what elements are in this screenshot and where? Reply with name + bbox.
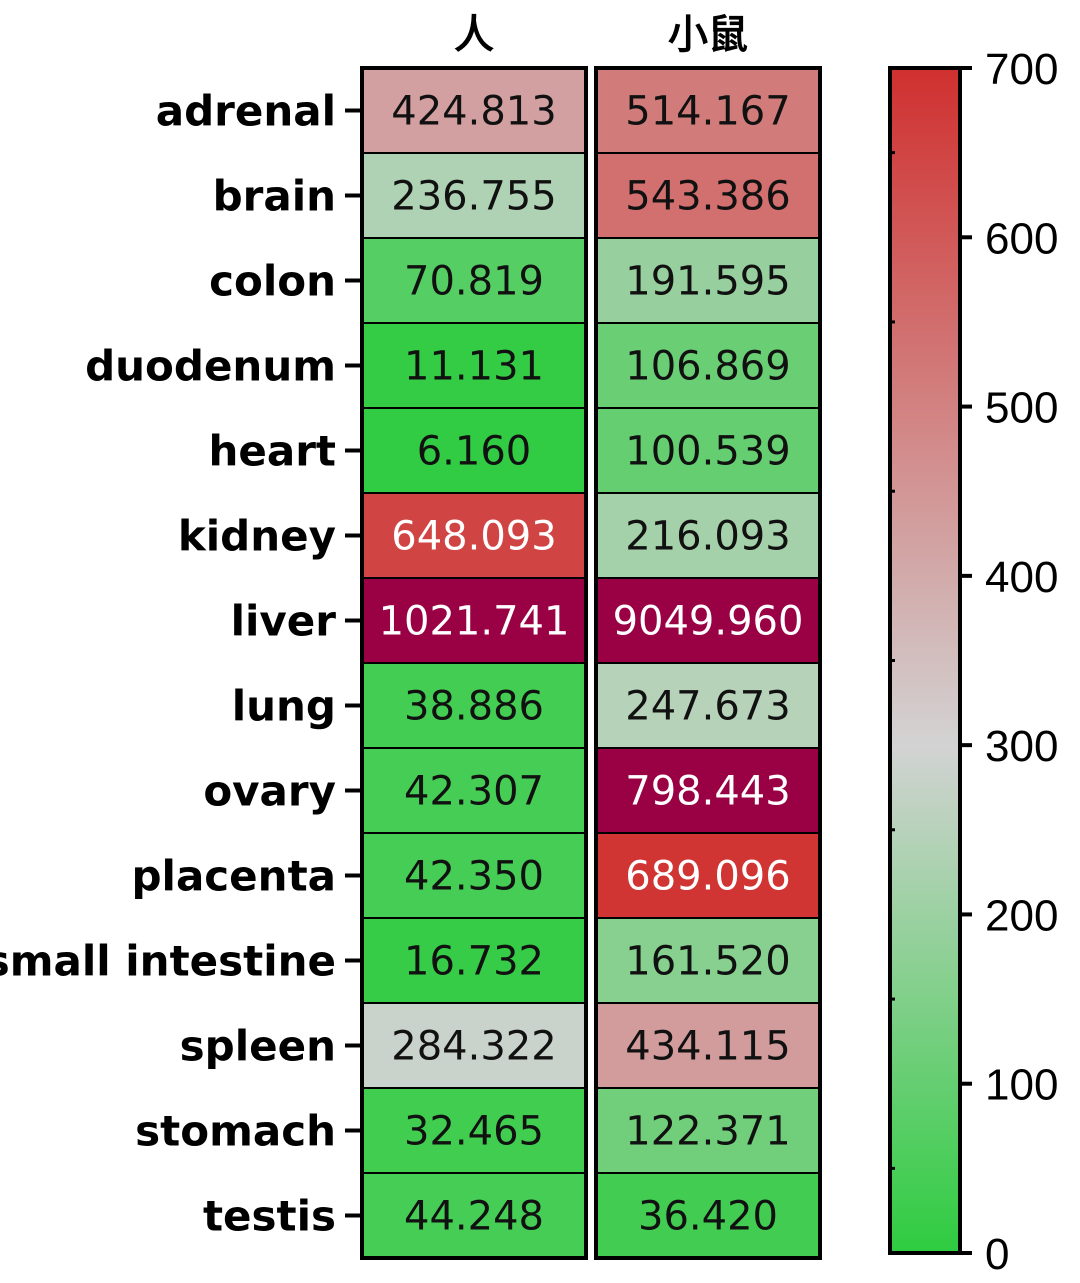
row-label: colon xyxy=(209,257,336,306)
column-frame xyxy=(360,66,588,1260)
cell-value-label: 42.307 xyxy=(404,769,544,815)
colorbar-gradient xyxy=(888,66,962,1255)
heatmap-cells: 424.813 514.167 236.755 543.386 70.819 191.59… xyxy=(362,67,820,1259)
cell-value-label: 236.755 xyxy=(391,174,556,220)
cell-value-label: 16.732 xyxy=(404,939,544,985)
cell-value-label: 798.443 xyxy=(625,769,790,815)
colorbar-tick-label: 0 xyxy=(985,1230,1009,1279)
heatmap-cell xyxy=(362,152,586,239)
cell-value-label: 648.093 xyxy=(391,514,556,560)
cell-value-label: 1021.741 xyxy=(379,599,570,645)
row-label: kidney xyxy=(178,512,336,561)
cell-value-label: 689.096 xyxy=(625,854,790,900)
cell-value-label: 122.371 xyxy=(625,1109,790,1155)
cell-value-label: 543.386 xyxy=(625,174,790,220)
colorbar-tick-label: 600 xyxy=(985,214,1058,263)
heatmap-cell xyxy=(596,1002,820,1089)
colorbar-tick-label: 300 xyxy=(985,722,1058,771)
heatmap-frames xyxy=(360,66,822,1260)
cell-value-label: 44.248 xyxy=(404,1194,544,1240)
cell-value-label: 161.520 xyxy=(625,939,790,985)
cell-value-label: 9049.960 xyxy=(613,599,804,645)
heatmap-cell xyxy=(362,1087,586,1174)
heatmap-cell xyxy=(596,917,820,1004)
cell-value-label: 70.819 xyxy=(404,259,544,305)
colorbar-tick-label: 500 xyxy=(985,384,1058,433)
row-label: testis xyxy=(203,1192,336,1241)
cell-value-label: 216.093 xyxy=(625,514,790,560)
column-label: 人 xyxy=(454,12,494,58)
row-label: placenta xyxy=(131,852,336,901)
cell-value-label: 434.115 xyxy=(625,1024,790,1070)
colorbar-tick-label: 400 xyxy=(985,553,1058,602)
row-label: spleen xyxy=(180,1022,336,1071)
heatmap-cell xyxy=(362,492,586,579)
cell-value-label: 247.673 xyxy=(625,684,790,730)
colorbar-tick-label: 700 xyxy=(985,45,1058,94)
heatmap-cell xyxy=(596,1172,820,1259)
row-label: ovary xyxy=(203,767,336,816)
cell-value-label: 36.420 xyxy=(638,1194,778,1240)
row-label: brain xyxy=(213,172,336,221)
cell-value-label: 106.869 xyxy=(625,344,790,390)
row-label: duodenum xyxy=(85,342,336,391)
cell-value-label: 191.595 xyxy=(625,259,790,305)
row-label: small intestine xyxy=(0,937,336,986)
colorbar-tick-label: 100 xyxy=(985,1061,1058,1110)
row-labels: adrenal brain colon duodenum heart kidney live… xyxy=(0,87,363,1241)
row-label: liver xyxy=(231,597,337,646)
column-label: 小鼠 xyxy=(668,12,748,58)
cell-value-label: 32.465 xyxy=(404,1109,544,1155)
heatmap-cell xyxy=(362,407,586,494)
row-label: stomach xyxy=(135,1107,336,1156)
cell-value-label: 11.131 xyxy=(404,344,544,390)
row-label: lung xyxy=(232,682,336,731)
colorbar-tick-label: 200 xyxy=(985,891,1058,940)
cell-value-label: 424.813 xyxy=(391,89,556,135)
heatmap-cell xyxy=(596,322,820,409)
column-labels: 人 小鼠 xyxy=(454,12,748,58)
cell-value-label: 514.167 xyxy=(625,89,790,135)
heatmap-cell xyxy=(596,1087,820,1174)
heatmap-cell xyxy=(362,662,586,749)
row-label: heart xyxy=(208,427,336,476)
heatmap-cell xyxy=(362,322,586,409)
cell-value-label: 42.350 xyxy=(404,854,544,900)
cell-value-label: 100.539 xyxy=(625,429,790,475)
colorbar: 0 100 200 300 400 500 600 700 xyxy=(888,45,1058,1279)
row-label: adrenal xyxy=(156,87,336,136)
heatmap-cell xyxy=(362,1172,586,1259)
cell-value-label: 284.322 xyxy=(391,1024,556,1070)
heatmap-cell xyxy=(596,662,820,749)
heatmap-cell xyxy=(362,917,586,1004)
cell-value-label: 38.886 xyxy=(404,684,544,730)
cell-value-label: 6.160 xyxy=(417,429,532,475)
column-frame xyxy=(594,66,822,1260)
